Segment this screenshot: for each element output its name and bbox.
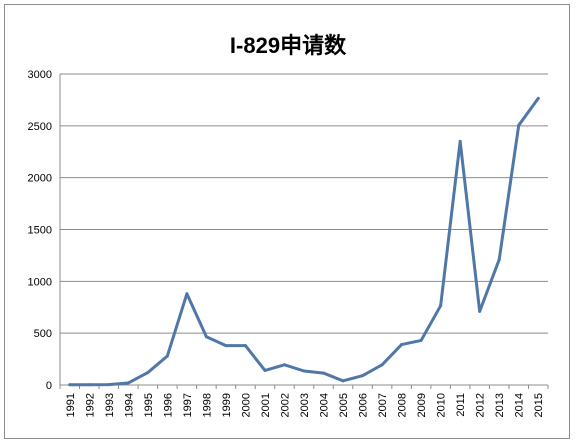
y-tick-label: 2000: [28, 173, 52, 185]
x-tick-label: 2000: [240, 393, 252, 417]
data-point: [439, 304, 443, 308]
y-tick-label: 2500: [28, 121, 52, 133]
data-point: [165, 354, 169, 358]
x-tick-label: 2004: [319, 393, 331, 417]
x-tick-label: 1994: [123, 393, 135, 417]
x-tick-label: 1991: [65, 393, 77, 417]
data-point: [478, 309, 482, 313]
x-tick-label: 2012: [475, 393, 487, 417]
x-tick-label: 2014: [514, 393, 526, 417]
data-point: [68, 383, 72, 387]
x-tick-label: 1996: [162, 393, 174, 417]
x-tick-label: 2002: [279, 393, 291, 417]
data-point: [126, 381, 130, 385]
series-layer: [68, 96, 540, 387]
y-tick-label: 500: [34, 328, 52, 340]
y-tick-label: 1500: [28, 225, 52, 237]
x-tick-label: 2003: [299, 393, 311, 417]
data-point: [536, 96, 540, 100]
data-point: [87, 383, 91, 387]
axis-layer: [59, 74, 549, 389]
data-point: [185, 292, 189, 296]
data-point: [302, 369, 306, 373]
data-point: [322, 371, 326, 375]
x-tick-label: 1998: [201, 393, 213, 417]
y-tick-label: 3000: [28, 69, 52, 81]
data-point: [341, 379, 345, 383]
x-tick-label: 2007: [377, 393, 389, 417]
data-point: [263, 368, 267, 372]
x-tick-label: 2009: [416, 393, 428, 417]
data-point: [400, 343, 404, 347]
x-tick-label: 2005: [338, 393, 350, 417]
data-point: [517, 123, 521, 127]
chart-title: I-829申请数: [229, 33, 347, 58]
y-tick-label: 0: [46, 380, 52, 392]
data-point: [282, 363, 286, 367]
data-point: [107, 383, 111, 387]
x-tick-label: 2013: [494, 393, 506, 417]
x-tick-label: 2001: [260, 393, 272, 417]
series-line: [68, 96, 540, 387]
y-tick-label: 1000: [28, 276, 52, 288]
data-point: [419, 338, 423, 342]
x-tick-label: 2006: [358, 393, 370, 417]
x-tick-label: 2011: [455, 393, 467, 417]
data-point: [458, 139, 462, 143]
x-tick-label: 1992: [84, 393, 96, 417]
x-tick-label: 1997: [182, 393, 194, 417]
data-point: [380, 363, 384, 367]
data-point: [224, 344, 228, 348]
data-point: [204, 335, 208, 339]
data-point: [146, 371, 150, 375]
x-tick-label: 1999: [221, 393, 233, 417]
x-tick-label: 1995: [143, 393, 155, 417]
data-point: [361, 374, 365, 378]
x-tick-label: 2010: [436, 393, 448, 417]
x-tick-label: 2015: [533, 393, 545, 417]
label-layer: 0 500 1000 1500 2000 2500 3000 1991 1992 1993 1994…: [28, 69, 546, 417]
grid-layer: [60, 73, 548, 386]
x-tick-label: 2008: [397, 393, 409, 417]
data-point: [243, 344, 247, 348]
data-point: [497, 258, 501, 262]
x-tick-label: 1993: [104, 393, 116, 417]
